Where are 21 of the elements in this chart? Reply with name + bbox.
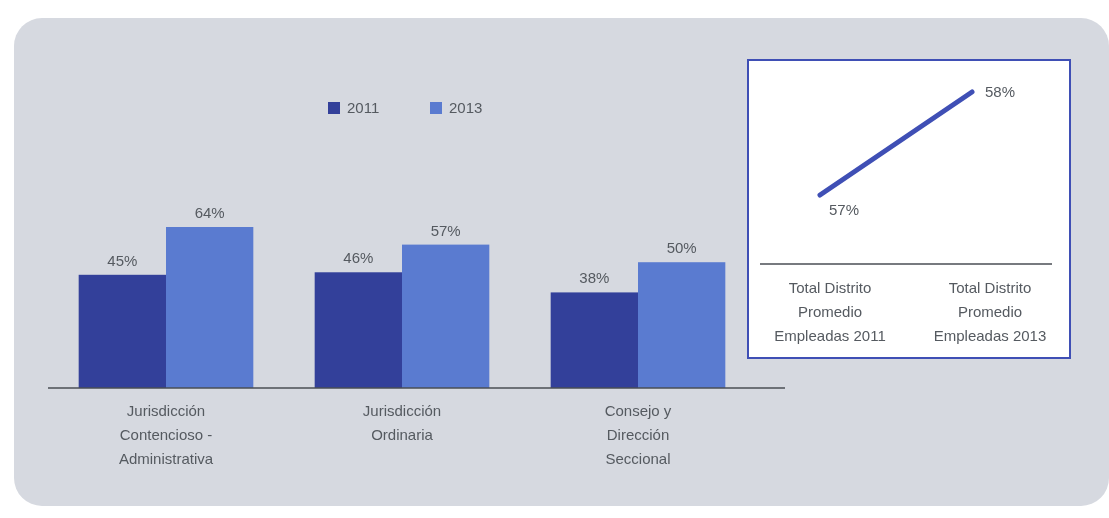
bar [166, 227, 254, 388]
x-tick-label: Total Distrito Promedio Empleadas 2013 [933, 279, 1047, 344]
data-label: 57% [430, 221, 461, 239]
data-label: 45% [107, 251, 138, 269]
bar [78, 274, 166, 388]
x-tick-label: Consejo y Dirección Seccional [604, 402, 672, 467]
data-label: 57% [828, 201, 860, 218]
data-label: 58% [984, 83, 1016, 100]
x-tick-label: Jurisdicción Ordinaria [362, 402, 442, 443]
x-tick-label: Jurisdicción Contencioso - Administrativa [118, 402, 214, 467]
data-label: 64% [194, 204, 225, 221]
data-label: 38% [579, 269, 610, 287]
bar [314, 272, 402, 388]
data-label: 46% [343, 249, 374, 267]
bar [638, 262, 726, 388]
x-tick-label: Total Distrito Promedio Empleadas 2011 [774, 279, 886, 344]
data-label: 50% [666, 239, 697, 257]
legend-label: 2013 [449, 99, 483, 116]
bar [550, 292, 638, 388]
legend-label: 2011 [347, 99, 380, 116]
bar [402, 244, 490, 388]
